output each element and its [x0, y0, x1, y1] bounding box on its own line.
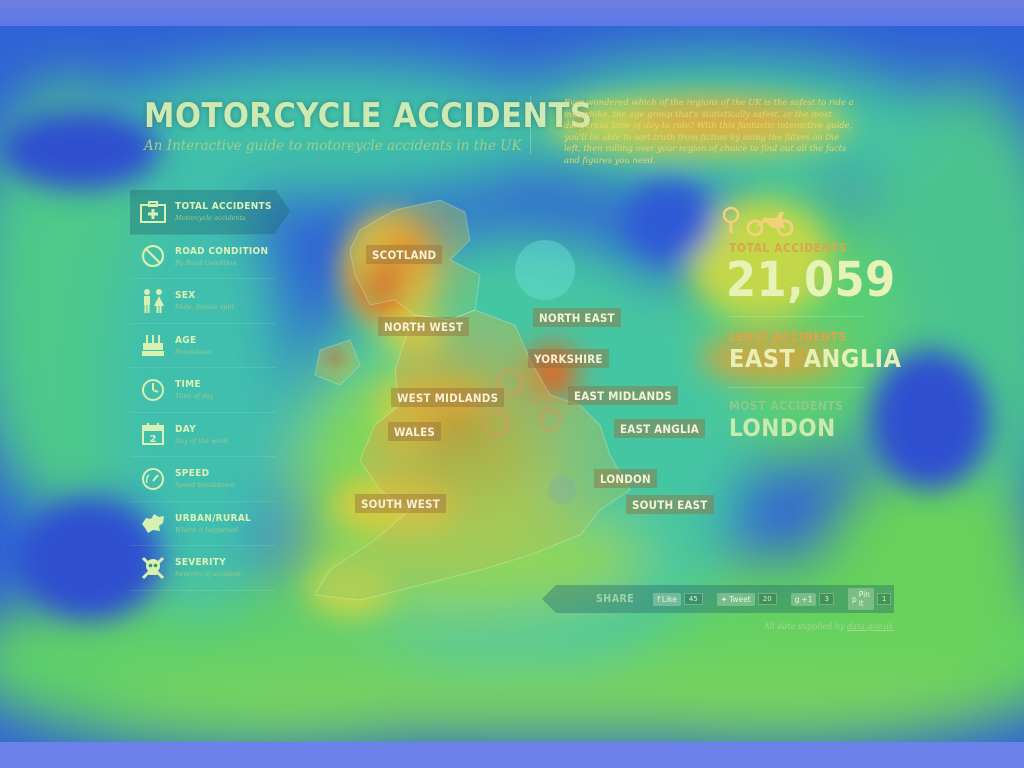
- menu-item-total-accidents[interactable]: TOTAL ACCIDENTS Motorcycle accidents: [130, 190, 290, 235]
- tweet-button[interactable]: ✦ Tweet 20: [716, 592, 777, 606]
- facebook-icon: f: [657, 594, 660, 604]
- menu-item-urban-rural[interactable]: URBAN/RURAL Where it happened: [130, 502, 276, 546]
- menu-sublabel: Male, female split: [175, 303, 235, 312]
- menu-item-severity[interactable]: SEVERITY Severity of accident: [130, 546, 276, 591]
- most-accidents-label: MOST ACCIDENTS: [729, 399, 844, 413]
- least-accidents-value: EAST ANGLIA: [729, 344, 902, 373]
- pinterest-icon: p: [851, 594, 857, 604]
- google-plus-icon: g: [794, 594, 800, 604]
- menu-sublabel: Time of day: [175, 392, 214, 401]
- menu-sublabel: Where it happened: [175, 525, 238, 534]
- no-entry-icon: [140, 243, 166, 269]
- pin-it-button[interactable]: p Pin it 1: [847, 588, 892, 610]
- map-highlight: [515, 240, 575, 300]
- calendar-icon-digit: 2: [150, 434, 157, 445]
- skull-crossbones-icon: [140, 555, 166, 581]
- share-count: 1: [876, 593, 892, 605]
- data-credit-text: All data supplied by: [764, 622, 848, 631]
- share-label: SHARE: [596, 593, 635, 605]
- region-label-yorkshire[interactable]: YORKSHIRE: [528, 349, 609, 368]
- region-label-scotland[interactable]: SCOTLAND: [366, 245, 443, 264]
- menu-sublabel: Speed breakdown: [175, 481, 235, 490]
- share-button-label: Tweet: [729, 594, 751, 604]
- page-title: MOTORCYCLE ACCIDENTS: [144, 96, 593, 136]
- stats-divider: [729, 387, 864, 388]
- share-button-label: Like: [661, 594, 677, 604]
- menu-sublabel: Severity of accident: [175, 570, 241, 579]
- region-marker[interactable]: [482, 409, 510, 437]
- magnifier-icon: [722, 206, 744, 238]
- menu-sublabel: By Road Condition: [175, 258, 237, 267]
- menu-item-speed[interactable]: SPEED Speed breakdown: [130, 457, 276, 502]
- share-count: 20: [757, 593, 777, 605]
- menu-label: SPEED: [175, 468, 210, 480]
- region-label-north-east[interactable]: NORTH EAST: [533, 308, 621, 327]
- region-label-south-west[interactable]: SOUTH WEST: [355, 494, 446, 513]
- data-credit: All data supplied by data.gov.uk: [764, 622, 894, 631]
- clock-icon: [140, 377, 166, 403]
- region-shape-northern-ireland[interactable]: [314, 339, 361, 386]
- uk-map: SCOTLAND NORTH WEST NORTH EAST YORKSHIRE…: [300, 190, 720, 620]
- region-label-east-anglia[interactable]: EAST ANGLIA: [614, 419, 705, 438]
- share-count: 3: [819, 593, 834, 605]
- menu-item-road-condition[interactable]: ROAD CONDITION By Road Condition: [130, 235, 276, 279]
- region-label-east-midlands[interactable]: EAST MIDLANDS: [568, 386, 678, 405]
- google-plus-button[interactable]: g +1 3: [790, 592, 834, 606]
- menu-item-day[interactable]: 2 DAY Day of the week: [130, 413, 276, 457]
- map-shape-icon: [140, 510, 166, 536]
- total-accidents-label: TOTAL ACCIDENTS: [729, 241, 848, 255]
- data-source-link[interactable]: data.gov.uk: [847, 622, 894, 631]
- menu-label: ROAD CONDITION: [175, 245, 269, 257]
- menu-label: URBAN/RURAL: [175, 512, 252, 524]
- most-accidents-value: LONDON: [729, 414, 836, 442]
- calendar-icon: 2: [140, 421, 166, 447]
- menu-item-age[interactable]: AGE Breakdown: [130, 324, 276, 368]
- menu-sublabel: Day of the week: [175, 436, 229, 445]
- share-bar: SHARE f Like 45 ✦ Tweet 20 g +1 3 p Pin it 1: [542, 585, 894, 613]
- menu-label: AGE: [175, 334, 197, 346]
- region-label-wales[interactable]: WALES: [388, 422, 442, 441]
- facebook-like-button[interactable]: f Like 45: [653, 592, 703, 606]
- menu-sublabel: Motorcycle accidents: [175, 214, 246, 223]
- menu-label: SEX: [175, 290, 196, 302]
- least-accidents-label: LEAST ACCIDENTS: [729, 330, 847, 344]
- speedometer-icon: [140, 466, 166, 492]
- share-button-label: +1: [801, 594, 813, 604]
- share-count: 45: [683, 593, 703, 605]
- menu-label: TIME: [175, 379, 201, 391]
- twitter-icon: ✦: [720, 594, 728, 604]
- region-marker[interactable]: [496, 369, 524, 397]
- total-accidents-value: 21,059: [726, 252, 896, 308]
- menu-item-sex[interactable]: SEX Male, female split: [130, 279, 276, 324]
- region-shape-england-wales[interactable]: [314, 309, 631, 601]
- menu-label: DAY: [175, 423, 196, 435]
- menu-item-time[interactable]: TIME Time of day: [130, 368, 276, 413]
- share-button-label: Pin it: [858, 590, 870, 608]
- page-subtitle: An Interactive guide to motoreycle accid…: [144, 138, 522, 154]
- region-label-north-west[interactable]: NORTH WEST: [378, 317, 470, 336]
- male-female-icon: [140, 288, 166, 314]
- region-label-west-midlands[interactable]: WEST MIDLANDS: [391, 388, 505, 407]
- header-divider: [530, 96, 531, 154]
- uk-map-shape: [314, 199, 631, 601]
- region-marker[interactable]: [548, 476, 576, 504]
- stats-divider: [729, 316, 864, 317]
- region-label-south-east[interactable]: SOUTH EAST: [626, 495, 714, 514]
- region-label-london[interactable]: LONDON: [594, 469, 657, 488]
- motorcycle-icon: [746, 208, 794, 240]
- birthday-cake-icon: [140, 332, 166, 358]
- first-aid-kit-icon: [140, 199, 166, 225]
- region-marker[interactable]: [538, 408, 562, 432]
- filter-menu: TOTAL ACCIDENTS Motorcycle accidents ROAD…: [130, 190, 290, 591]
- intro-paragraph: Ever wondered which of the regions of th…: [564, 97, 854, 165]
- menu-label: SEVERITY: [175, 557, 227, 569]
- menu-sublabel: Breakdown: [175, 347, 213, 356]
- menu-label: TOTAL ACCIDENTS: [175, 201, 272, 213]
